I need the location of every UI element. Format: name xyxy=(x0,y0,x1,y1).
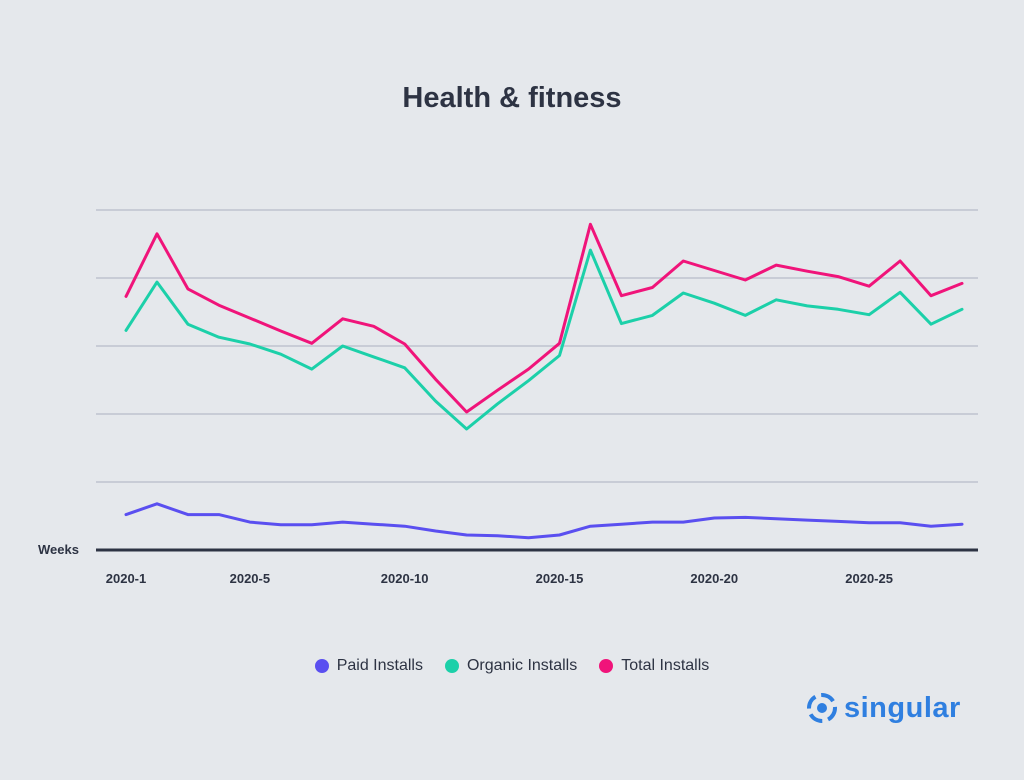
total-dot-icon xyxy=(599,659,614,673)
singular-logo: singular xyxy=(806,688,961,728)
singular-swirl-icon xyxy=(807,693,837,723)
x-tick-label: 2020-5 xyxy=(230,571,270,586)
x-tick-label: 2020-25 xyxy=(845,571,893,586)
x-tick-label: 2020-15 xyxy=(536,571,584,586)
x-tick-label: 2020-1 xyxy=(106,571,146,586)
paid-dot-icon xyxy=(314,659,329,673)
legend-label-paid: Paid Installs xyxy=(336,657,423,674)
series-line-paid-installs xyxy=(124,502,964,540)
x-tick-label: 2020-20 xyxy=(690,571,738,586)
organic-dot-icon xyxy=(444,659,459,673)
legend-label-organic: Organic Installs xyxy=(466,657,578,674)
legend-item-organic[interactable]: Organic Installs xyxy=(444,657,578,675)
x-axis-label: Weeks xyxy=(38,542,79,557)
legend: Paid Installs Organic Installs Total Ins… xyxy=(0,657,1024,675)
series-lines xyxy=(124,222,964,540)
series-line-organic-installs xyxy=(124,248,964,431)
x-tick-label: 2020-10 xyxy=(381,571,429,586)
legend-label-total: Total Installs xyxy=(621,657,710,674)
legend-item-total[interactable]: Total Installs xyxy=(599,657,709,675)
series-line-total-installs xyxy=(124,222,964,414)
gridlines xyxy=(96,209,978,483)
x-axis: Weeks 2020-1 2020-5 2020-10 2020-15 2020-20 20… xyxy=(38,542,978,586)
brand-name: singular xyxy=(844,691,961,724)
legend-item-paid[interactable]: Paid Installs xyxy=(314,657,423,675)
chart-title: Health & fitness xyxy=(402,82,622,114)
